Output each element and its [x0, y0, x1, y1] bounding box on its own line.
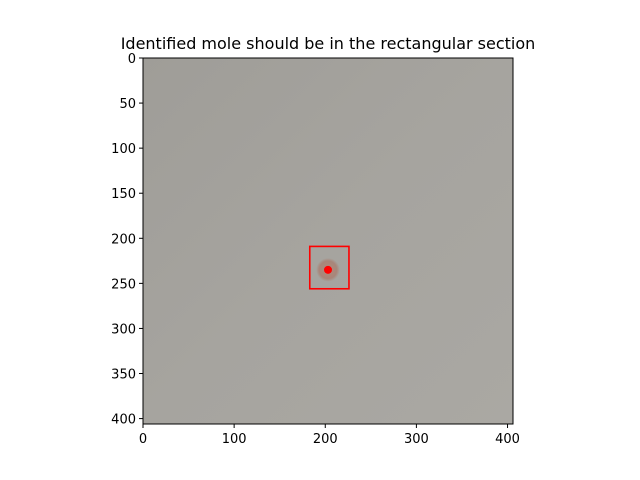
y-tick-label: 400 [111, 413, 136, 428]
y-tick-label: 250 [111, 277, 136, 292]
y-tick-label: 350 [111, 368, 136, 383]
y-tick-label: 300 [111, 322, 136, 337]
y-tick-label: 0 [128, 52, 136, 67]
x-tick-label: 100 [222, 432, 247, 447]
x-tick-label: 400 [495, 432, 520, 447]
y-tick-label: 100 [111, 142, 136, 157]
x-tick-label: 300 [404, 432, 429, 447]
axes-frame [142, 57, 514, 425]
x-tick-label: 0 [139, 432, 147, 447]
plot-area [143, 58, 513, 424]
x-axis: 0 100 200 300 400 [139, 424, 520, 447]
y-axis: 0 50 100 150 200 250 300 350 400 [111, 52, 143, 428]
y-tick-label: 200 [111, 232, 136, 247]
skin-image [143, 58, 513, 424]
mole-center-point [324, 265, 332, 274]
y-tick-label: 50 [119, 97, 136, 112]
y-tick-label: 150 [111, 187, 136, 202]
mole-bounding-box [308, 245, 350, 290]
x-tick-label: 200 [313, 432, 338, 447]
chart-title: Identified mole should be in the rectang… [121, 34, 536, 53]
